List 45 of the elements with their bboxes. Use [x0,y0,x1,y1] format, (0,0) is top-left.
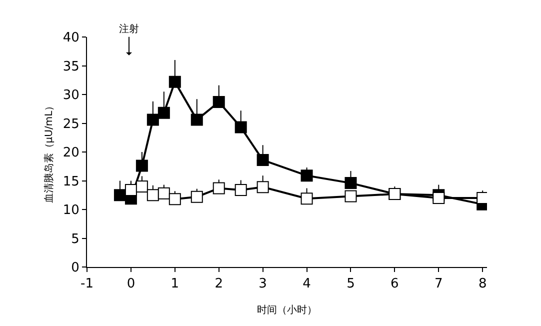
point [190,190,203,203]
point [234,121,247,134]
point [146,189,159,202]
x-tick-label: 8 [478,276,487,292]
point [168,193,181,206]
point [256,181,269,194]
y-tick-label: 10 [62,203,80,218]
point [136,180,148,192]
y-tick-label: 5 [71,232,80,247]
x-tick-label: -1 [80,276,94,292]
point [212,96,225,108]
point [234,184,247,196]
y-tick-label: 0 [71,260,80,276]
x-tick-label: 2 [214,276,224,292]
x-axis-title: 时间（小时） [257,304,317,316]
y-axis-title: 血清胰岛素（μU/mL） [42,100,55,204]
point [344,190,357,202]
x-tick-label: 7 [434,276,443,292]
x-tick-label: 0 [126,276,136,292]
point [256,154,269,166]
y-tick-label: 15 [62,174,80,190]
point [146,114,159,126]
point [158,106,170,119]
point [136,160,148,172]
x-tick-label: 3 [258,276,267,292]
y-tick-label: 30 [62,88,80,104]
x-tick-label: 6 [390,276,399,292]
y-tick-label: 40 [62,30,80,46]
x-tick-label: 5 [346,276,355,292]
y-tick-label: 35 [62,59,80,74]
point [344,177,357,190]
point [114,189,126,202]
point [212,182,225,194]
point [158,187,170,200]
text: 注射 [119,23,139,35]
x-tick-label: 4 [302,276,311,292]
point [168,76,181,88]
point [300,192,313,205]
point [432,192,445,204]
point [300,170,313,182]
point [124,184,137,196]
point [190,114,203,126]
y-tick-label: 25 [62,116,80,132]
y-tick-label: 20 [62,146,80,161]
x-tick-label: 1 [170,276,180,292]
